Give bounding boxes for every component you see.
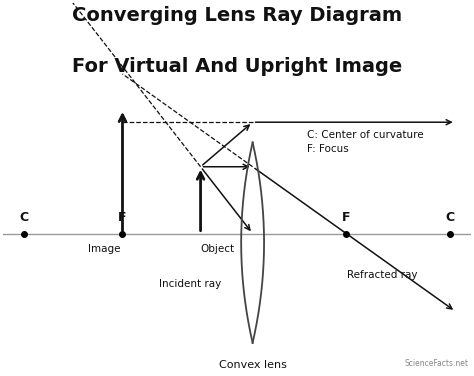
Text: F: F — [118, 211, 127, 224]
Text: ScienceFacts.net: ScienceFacts.net — [405, 359, 469, 368]
Text: C: Center of curvature
F: Focus: C: Center of curvature F: Focus — [307, 130, 424, 154]
Text: Converging Lens Ray Diagram: Converging Lens Ray Diagram — [72, 6, 402, 25]
Text: F: F — [342, 211, 351, 224]
Text: C: C — [446, 211, 455, 224]
Text: Incident ray: Incident ray — [159, 279, 221, 289]
Text: Image: Image — [88, 244, 120, 255]
Text: Refracted ray: Refracted ray — [347, 270, 418, 280]
Text: Convex lens: Convex lens — [219, 360, 287, 370]
Text: For Virtual And Upright Image: For Virtual And Upright Image — [72, 58, 402, 76]
Text: Object: Object — [200, 244, 234, 255]
Text: C: C — [19, 211, 28, 224]
